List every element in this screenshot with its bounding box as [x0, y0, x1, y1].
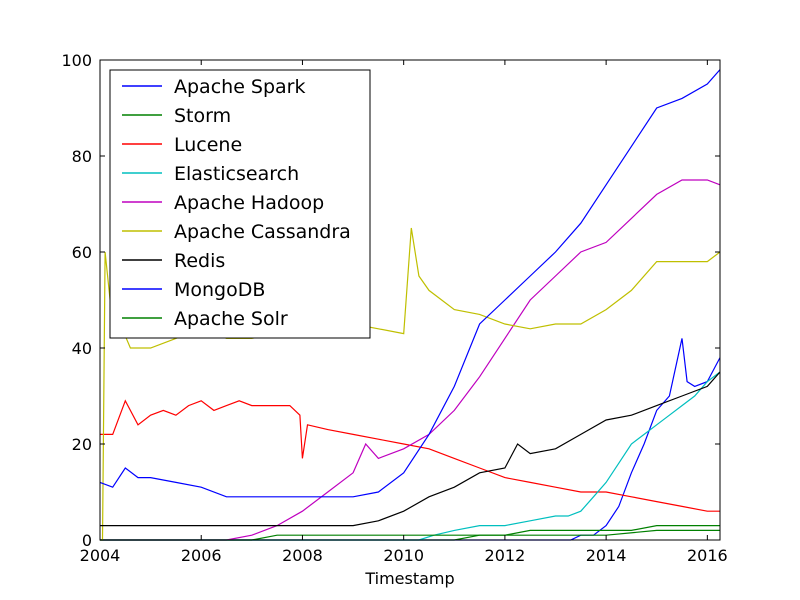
x-tick-label: 2004	[80, 546, 121, 565]
legend-label-apache-spark: Apache Spark	[174, 76, 306, 98]
legend-label-mongodb: MongoDB	[174, 279, 265, 301]
y-tick-label: 80	[72, 147, 92, 166]
series-layer	[99, 69, 721, 541]
y-tick-label: 40	[72, 339, 92, 358]
x-tick-label: 2016	[687, 546, 728, 565]
y-tick-label: 20	[72, 435, 92, 454]
x-tick-label: 2006	[181, 546, 222, 565]
series-line-apache-cassandra	[100, 227, 721, 541]
y-tick-label: 0	[82, 531, 92, 550]
y-axis-ticks: 0 20 40 60 80 100	[61, 51, 720, 550]
legend-label-apache-cassandra: Apache Cassandra	[174, 221, 351, 243]
plot-frame	[99, 59, 721, 541]
x-tick-label: 2012	[485, 546, 526, 565]
x-tick-label: 2008	[282, 546, 323, 565]
x-tick-label: 2014	[586, 546, 627, 565]
series-line-elasticsearch	[100, 371, 721, 541]
series-line-lucene	[100, 399, 720, 512]
x-axis-label: Timestamp	[364, 569, 454, 588]
legend-label-elasticsearch: Elasticsearch	[174, 163, 299, 185]
series-line-apache-spark	[100, 338, 721, 541]
legend-label-apache-hadoop: Apache Hadoop	[174, 192, 324, 214]
x-axis-ticks: 2004 2006 2008 2010 2012 2014 2016	[80, 60, 728, 565]
legend: Apache Spark Storm Lucene Elasticsearch Apac…	[109, 69, 371, 339]
legend-label-apache-solr: Apache Solr	[174, 308, 288, 330]
series-line-apache-hadoop	[100, 179, 721, 541]
legend-label-redis: Redis	[174, 250, 225, 272]
legend-label-lucene: Lucene	[174, 134, 242, 156]
series-line-mongodb	[99, 69, 721, 498]
y-tick-label: 100	[61, 51, 92, 70]
y-tick-label: 60	[72, 243, 92, 262]
legend-items: Apache Spark Storm Lucene Elasticsearch Apac…	[122, 76, 351, 330]
legend-label-storm: Storm	[174, 105, 231, 127]
series-line-redis	[100, 371, 721, 527]
x-tick-label: 2010	[383, 546, 424, 565]
series-line-apache-solr	[100, 529, 720, 541]
